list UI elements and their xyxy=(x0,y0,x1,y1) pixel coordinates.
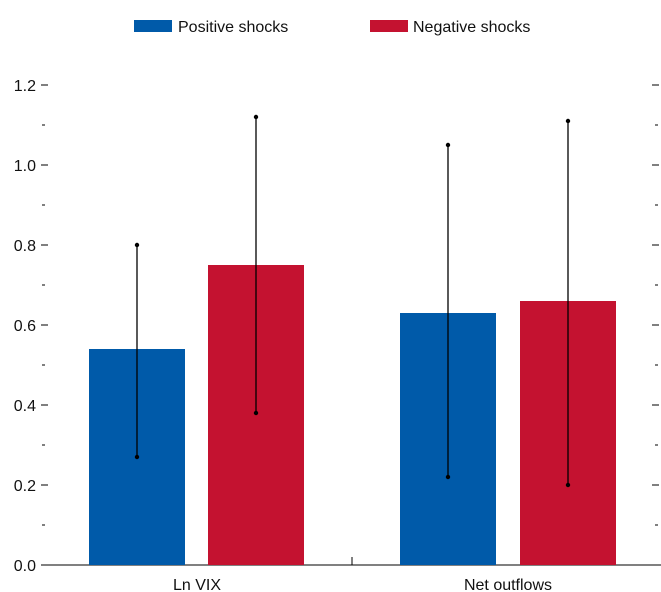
error-bar-cap-high xyxy=(445,142,451,148)
x-tick-label: Net outflows xyxy=(464,577,552,592)
y-tick-label: 0.6 xyxy=(14,318,36,335)
y-tick-label: 0.4 xyxy=(14,398,36,415)
axes: 0.0 0.2 0.4 0.6 0.8 1.0 1.2 Ln VIX Net outflows xyxy=(14,78,661,592)
error-bar-cap-low xyxy=(445,474,451,480)
legend-swatch xyxy=(134,20,172,32)
error-bar-cap-high xyxy=(565,118,571,124)
error-bar-cap-low xyxy=(253,410,259,416)
legend-label: Negative shocks xyxy=(413,19,530,36)
legend-swatch xyxy=(370,20,408,32)
y-tick-label: 1.2 xyxy=(14,78,36,95)
error-bar-cap-high xyxy=(253,114,259,120)
legend-label: Positive shocks xyxy=(178,19,288,36)
y-tick-label: 0.2 xyxy=(14,478,36,495)
legend: Positive shocks Negative shocks xyxy=(134,19,530,36)
y-tick-label: 1.0 xyxy=(14,158,36,175)
error-bars xyxy=(134,114,571,488)
error-bar-cap-low xyxy=(134,454,140,460)
y-tick-label: 0.8 xyxy=(14,238,36,255)
error-bar-cap-low xyxy=(565,482,571,488)
y-tick-label: 0.0 xyxy=(14,558,36,575)
error-bar-cap-high xyxy=(134,242,140,248)
bars xyxy=(89,265,616,565)
x-tick-label: Ln VIX xyxy=(173,577,221,592)
